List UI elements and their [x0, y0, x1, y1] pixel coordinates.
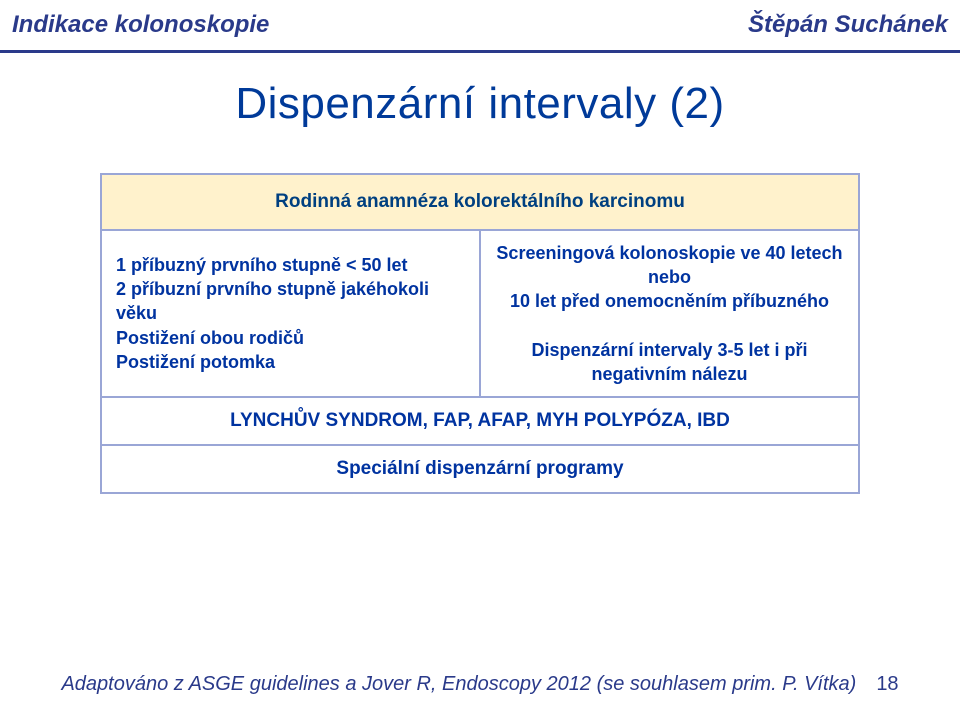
header-left: Indikace kolonoskopie	[12, 11, 269, 39]
table-wrap: Rodinná anamnéza kolorektálního karcinom…	[100, 173, 860, 494]
table-header: Rodinná anamnéza kolorektálního karcinom…	[101, 174, 859, 230]
header-divider	[0, 50, 960, 53]
footer-text: Adaptováno z ASGE guidelines a Jover R, …	[61, 673, 856, 696]
table-row3: Speciální dispenzární programy	[101, 445, 859, 493]
table-row2: LYNCHŮV SYNDROM, FAP, AFAP, MYH POLYPÓZA…	[101, 397, 859, 445]
slide: Indikace kolonoskopie Štěpán Suchánek Di…	[0, 0, 960, 716]
footer: Adaptováno z ASGE guidelines a Jover R, …	[0, 673, 960, 696]
intervals-table: Rodinná anamnéza kolorektálního karcinom…	[100, 173, 860, 494]
table-row1-left: 1 příbuzný prvního stupně < 50 let2 příb…	[101, 230, 480, 398]
header-bar: Indikace kolonoskopie Štěpán Suchánek	[0, 0, 960, 50]
table-row1-right: Screeningová kolonoskopie ve 40 letechne…	[480, 230, 859, 398]
page-number: 18	[876, 673, 898, 696]
header-right: Štěpán Suchánek	[748, 11, 948, 39]
slide-title: Dispenzární intervaly (2)	[0, 79, 960, 129]
